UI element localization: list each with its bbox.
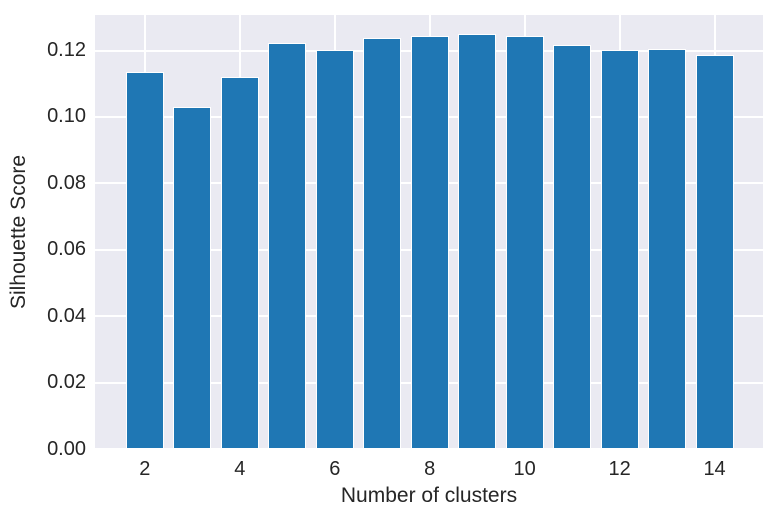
y-axis-label: Silhouette Score xyxy=(7,154,30,310)
bar-cluster-6 xyxy=(315,50,354,449)
x-tick-label-10: 10 xyxy=(513,458,536,480)
bar-cluster-12 xyxy=(600,49,639,449)
bar-cluster-13 xyxy=(648,48,687,449)
y-tick-label-0.10: 0.10 xyxy=(47,105,86,128)
bar-cluster-2 xyxy=(125,72,164,449)
x-tick-label-8: 8 xyxy=(424,458,436,480)
y-tick-label-0.06: 0.06 xyxy=(47,238,86,261)
y-tick-label-0.08: 0.08 xyxy=(47,171,86,194)
plot-area xyxy=(95,15,763,450)
bar-cluster-7 xyxy=(363,37,402,449)
y-tick-label-0.04: 0.04 xyxy=(47,304,86,327)
x-axis-label: Number of clusters xyxy=(340,484,518,507)
bar-cluster-5 xyxy=(268,43,307,449)
x-tick-label-12: 12 xyxy=(608,458,631,480)
x-tick-label-2: 2 xyxy=(139,458,151,480)
y-tick-label-0.00: 0.00 xyxy=(47,437,86,460)
gridline-h-0.00 xyxy=(95,448,763,450)
bar-cluster-14 xyxy=(695,54,734,449)
bar-cluster-4 xyxy=(220,77,259,449)
x-tick-label-4: 4 xyxy=(234,458,246,480)
bar-cluster-11 xyxy=(553,44,592,449)
bar-cluster-8 xyxy=(410,35,449,449)
x-tick-label-6: 6 xyxy=(329,458,341,480)
x-tick-label-14: 14 xyxy=(703,458,726,480)
y-tick-label-0.12: 0.12 xyxy=(47,39,86,62)
bar-cluster-9 xyxy=(458,33,497,449)
y-tick-label-0.02: 0.02 xyxy=(47,371,86,394)
bar-cluster-3 xyxy=(173,106,212,449)
bar-cluster-10 xyxy=(505,36,544,449)
